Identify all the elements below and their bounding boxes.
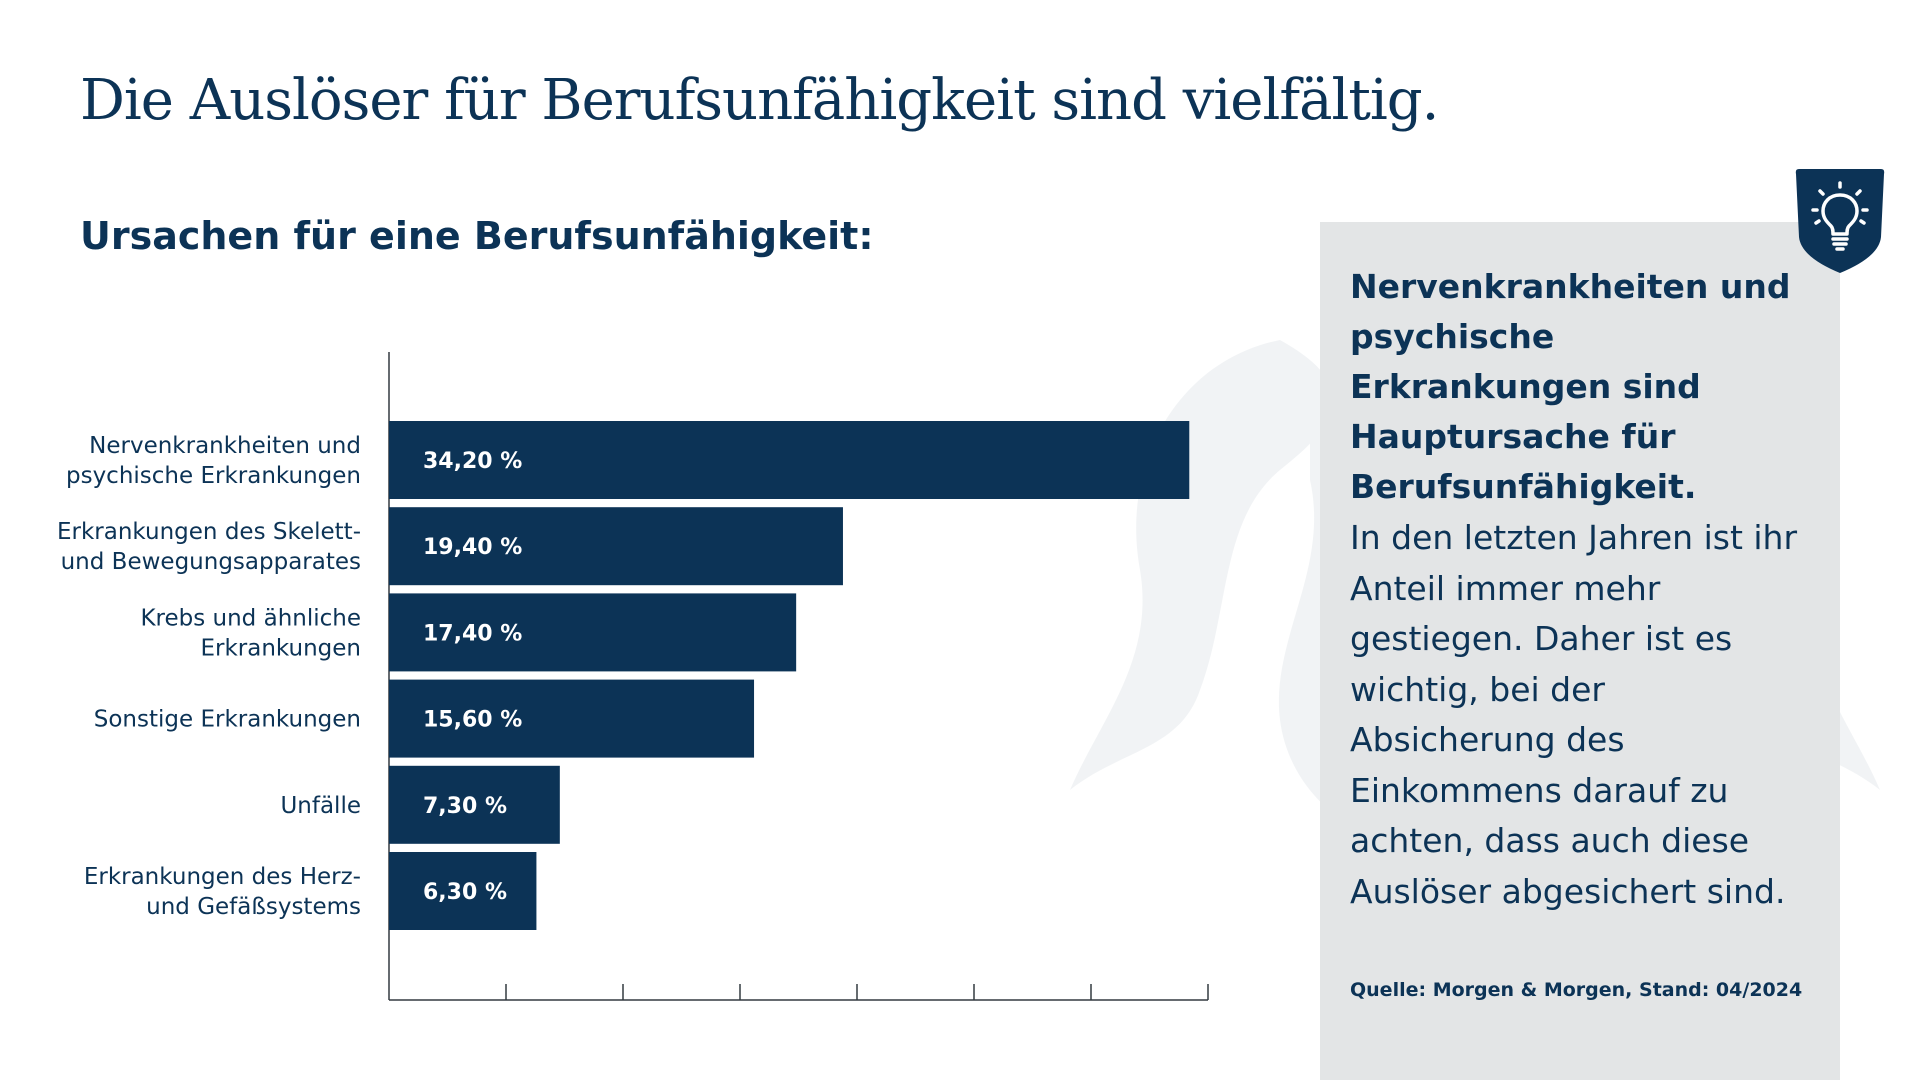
bar-2 [389, 593, 797, 672]
bar-value-label: 7,30 % [423, 794, 507, 819]
category-label: und Bewegungsapparates [61, 549, 361, 575]
bar-value-label: 17,40 % [423, 621, 522, 646]
chart-subtitle: Ursachen für eine Berufsunfähigkeit: [80, 214, 874, 258]
page-title: Die Auslöser für Berufsunfähigkeit sind … [80, 68, 1439, 133]
bar-4 [389, 765, 560, 844]
bar-5 [389, 852, 537, 930]
bar-value-label: 19,40 % [423, 535, 522, 560]
bar-value-label: 15,60 % [423, 708, 522, 733]
category-label: Erkrankungen [200, 635, 361, 661]
info-panel [1320, 222, 1840, 1080]
bar-value-label: 34,20 % [423, 449, 522, 474]
category-label: psychische Erkrankungen [66, 463, 361, 489]
bar-3 [389, 679, 755, 758]
lightbulb-icon [1795, 169, 1885, 273]
bar-0 [389, 421, 1190, 499]
bar-1 [389, 507, 843, 586]
bar-chart: 34,20 % Nervenkrankheiten und psychische E… [57, 352, 1209, 1001]
bar-value-label: 6,30 % [423, 880, 507, 905]
category-label: und Gefäßsystems [146, 894, 361, 920]
category-label: Unfälle [280, 793, 361, 819]
category-label: Krebs und ähnliche [140, 605, 361, 631]
category-label: Nervenkrankheiten und [89, 433, 361, 459]
category-label: Erkrankungen des Skelett- [57, 519, 361, 545]
category-label: Erkrankungen des Herz- [84, 864, 361, 890]
info-heading: Nervenkrankheiten und psychische Erkrank… [1350, 267, 1791, 506]
info-body: In den letzten Jahren ist ihr Anteil imm… [1350, 518, 1798, 911]
category-label: Sonstige Erkrankungen [94, 707, 361, 733]
source-note: Quelle: Morgen & Morgen, Stand: 04/2024 [1350, 979, 1803, 1001]
